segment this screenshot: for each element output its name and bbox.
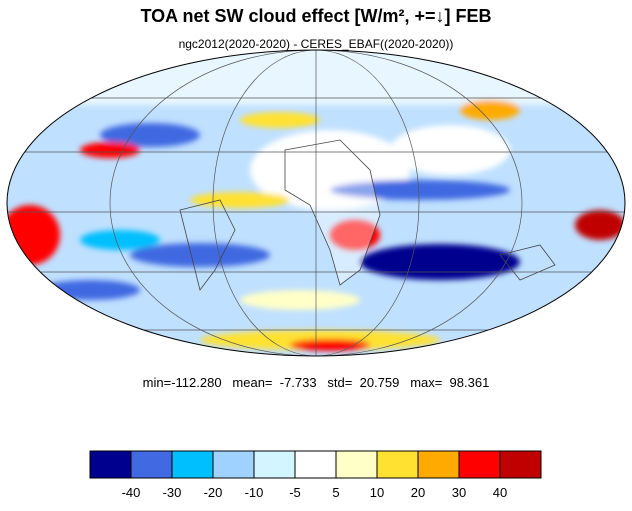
colorbar-box (89, 450, 132, 479)
stats: min=-112.280 mean= -7.733 std= 20.759 ma… (143, 375, 490, 390)
colorbar-box (130, 450, 173, 479)
colorbar-label: 30 (452, 485, 466, 500)
colorbar-box (458, 450, 501, 479)
map-border (6, 49, 626, 357)
colorbar-label: 20 (411, 485, 425, 500)
colorbar-label: 10 (370, 485, 384, 500)
colorbar-label: 40 (493, 485, 507, 500)
colorbar-label: 5 (332, 485, 339, 500)
subtitle: ngc2012(2020-2020) - CERES_EBAF((2020-20… (179, 37, 454, 51)
colorbar-box (499, 450, 542, 479)
colorbar-box (171, 450, 214, 479)
colorbar-box (376, 450, 419, 479)
colorbar-label: -20 (204, 485, 223, 500)
colorbar-label: -5 (289, 485, 301, 500)
colorbar-label: -40 (122, 485, 141, 500)
colorbar-label: -30 (163, 485, 182, 500)
colorbar-box (335, 450, 378, 479)
colorbar-box (253, 450, 296, 479)
colorbar-box (294, 450, 337, 479)
colorbar-label: -10 (245, 485, 264, 500)
colorbar-box (212, 450, 255, 479)
map (7, 50, 625, 356)
colorbar: -40 -30 -20 -10 -5 5 10 20 30 40 (89, 450, 542, 500)
title: TOA net SW cloud effect [W/m², +=↓] FEB (140, 6, 491, 26)
colorbar-box (417, 450, 460, 479)
